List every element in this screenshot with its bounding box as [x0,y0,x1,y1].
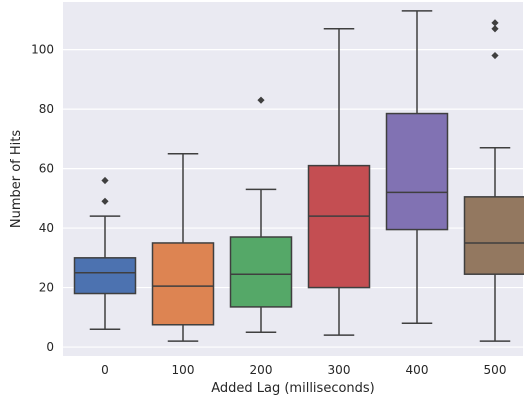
x-tick-label: 200 [250,363,273,377]
y-tick-label: 40 [39,221,54,235]
outlier-point [101,176,109,185]
plot-area [63,2,523,356]
x-tick-label: 100 [172,363,195,377]
box-300 [307,28,371,336]
boxes [73,10,524,342]
y-tick-label: 0 [46,340,54,354]
grid-lines [63,48,523,348]
box-iqr [229,236,293,308]
y-tick-labels: 0 20 40 60 80 100 [31,43,54,354]
box-400 [385,10,449,325]
box-iqr [307,164,371,289]
x-tick-label: 400 [406,363,429,377]
x-tick-label: 0 [101,363,109,377]
y-tick-label: 20 [39,281,54,295]
outlier-point [491,25,499,33]
box-100 [151,152,215,342]
box-0 [73,176,137,330]
y-axis-label: Number of Hits [9,130,24,229]
x-tick-label: 300 [328,363,351,377]
y-tick-label: 80 [39,102,54,116]
box-iqr [463,196,524,275]
box-iqr [151,242,215,326]
outlier-point [491,19,499,27]
x-tick-label: 500 [484,363,507,377]
box-200 [229,96,293,333]
outlier-point [257,96,265,104]
y-tick-label: 100 [31,43,54,57]
x-tick-labels: 0 100 200 300 400 500 [101,363,506,377]
box-iqr [385,112,449,231]
box-500 [463,19,524,342]
box-iqr [73,257,137,295]
outlier-point [101,197,109,205]
x-axis-label: Added Lag (milliseconds) [211,381,375,396]
outlier-point [491,51,499,60]
y-tick-label: 60 [39,162,54,176]
